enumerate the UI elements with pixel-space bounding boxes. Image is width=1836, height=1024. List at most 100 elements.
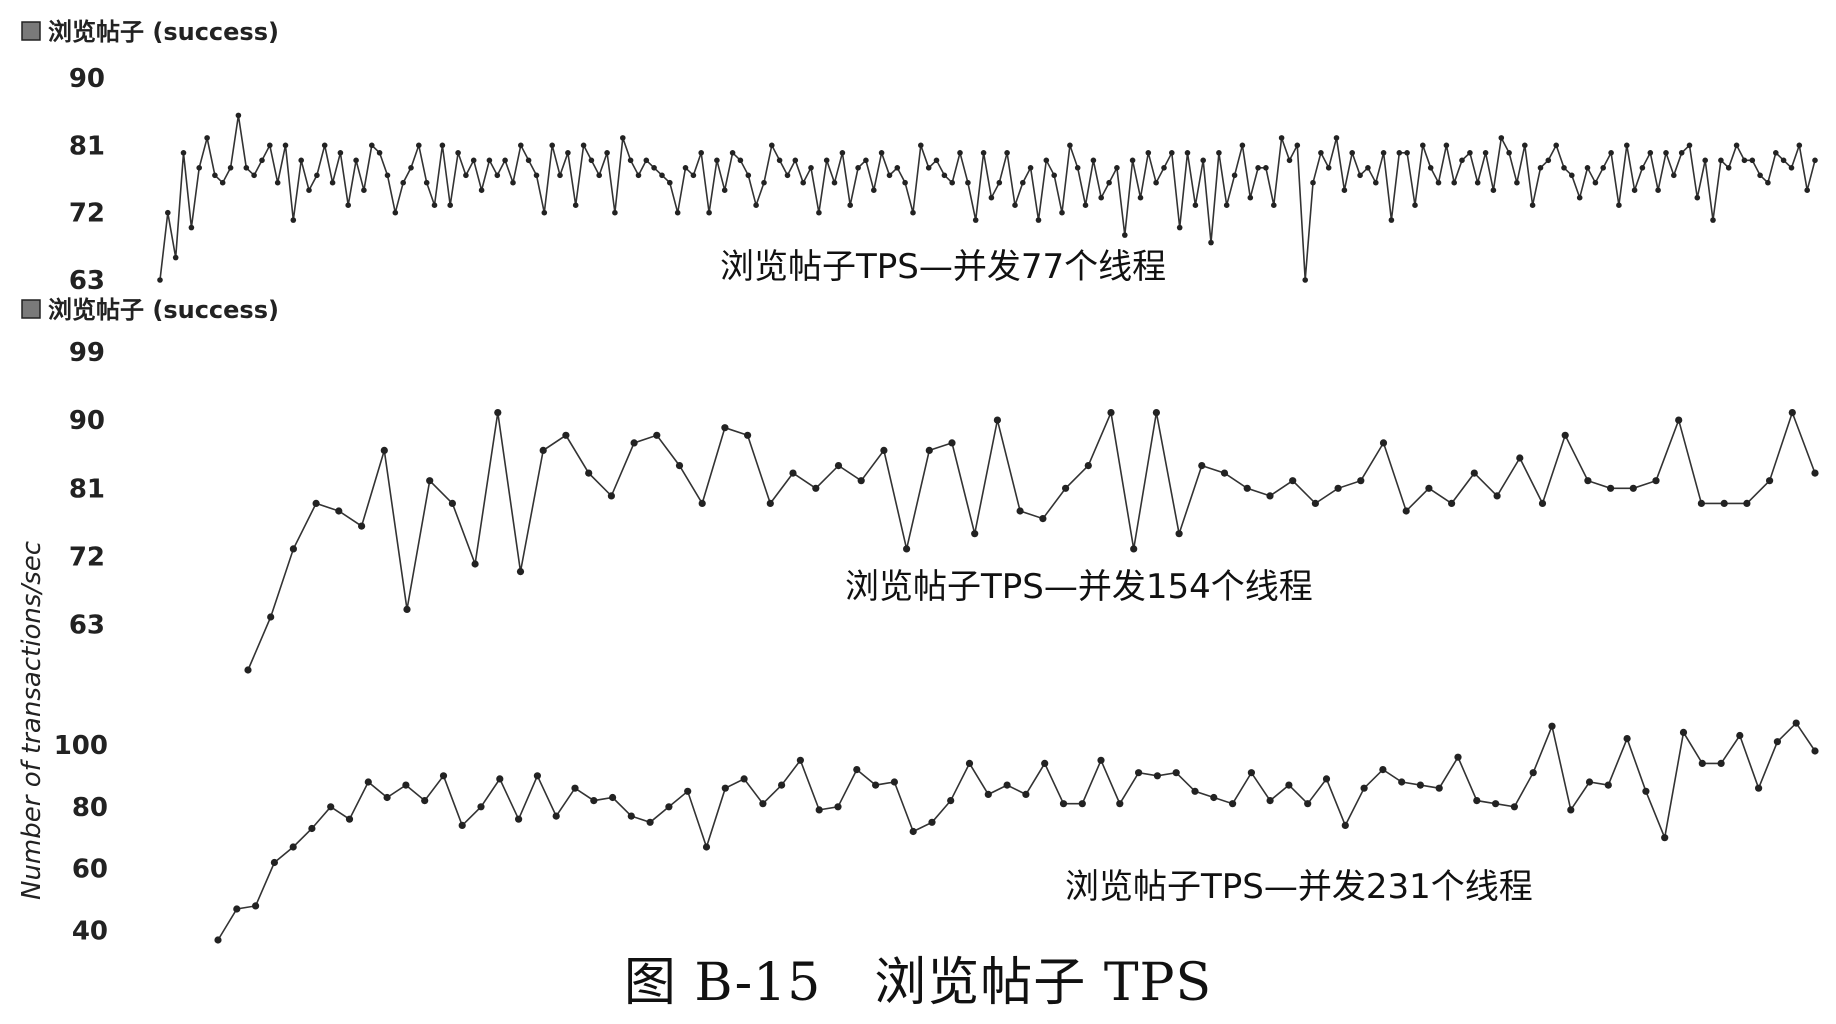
data-point (1231, 172, 1238, 179)
data-point (871, 187, 877, 193)
data-point (157, 277, 163, 283)
data-point (1169, 150, 1175, 156)
data-point (267, 613, 275, 621)
data-point (518, 142, 524, 149)
data-point (831, 179, 838, 186)
data-point (426, 477, 434, 485)
data-point (1294, 142, 1301, 149)
data-point (1286, 157, 1293, 164)
data-point (1059, 800, 1068, 808)
data-point (478, 187, 485, 193)
data-point (675, 462, 684, 470)
data-point (439, 142, 446, 149)
data-point (607, 492, 616, 500)
data-point (1451, 179, 1457, 186)
data-point (737, 157, 744, 164)
data-point (1097, 756, 1105, 764)
data-point (188, 224, 195, 231)
data-point (204, 135, 210, 141)
data-point (1454, 753, 1462, 761)
data-point (298, 157, 305, 164)
data-point (588, 157, 595, 164)
data-point (1639, 165, 1646, 171)
data-point (233, 905, 241, 913)
data-point (1661, 834, 1669, 842)
data-point (314, 172, 320, 179)
data-point (925, 165, 932, 171)
data-point (416, 142, 422, 149)
y-tick-label: 90 (69, 406, 105, 436)
y-tick-label: 81 (69, 131, 105, 161)
data-point (1153, 772, 1161, 780)
data-point (627, 812, 635, 820)
data-point (1322, 775, 1331, 783)
data-point (289, 843, 297, 851)
data-point (431, 202, 438, 208)
data-point (1435, 784, 1443, 792)
data-point (1122, 232, 1128, 238)
data-point (1310, 179, 1316, 186)
data-point (458, 821, 466, 830)
data-point (1402, 507, 1410, 515)
data-point (1548, 722, 1556, 730)
data-point (289, 545, 297, 553)
data-point (1360, 784, 1368, 792)
data-point (1278, 135, 1285, 141)
data-point (1223, 202, 1230, 208)
data-point (1561, 165, 1567, 171)
data-point (1084, 462, 1092, 470)
data-point (494, 172, 501, 179)
data-point (1200, 157, 1206, 164)
data-point (1172, 769, 1180, 777)
data-point (196, 165, 202, 171)
data-point (808, 165, 814, 171)
data-point (525, 157, 532, 164)
data-point (562, 431, 570, 439)
data-point (706, 209, 712, 216)
data-point (1482, 150, 1489, 156)
data-point (1545, 157, 1552, 164)
data-point (653, 431, 661, 439)
y-tick-label: 72 (69, 542, 105, 572)
data-point (1051, 172, 1057, 179)
data-point (1208, 239, 1214, 246)
data-point (1229, 800, 1237, 808)
data-point (274, 179, 281, 186)
data-point (646, 818, 654, 826)
data-point (421, 797, 429, 805)
data-point (925, 446, 933, 454)
data-point (1490, 187, 1497, 193)
data-point (1003, 781, 1011, 789)
y-tick-label: 60 (72, 855, 108, 885)
data-point (839, 150, 846, 156)
chart-annotation: 浏览帖子TPS—并发154个线程 (845, 567, 1313, 607)
data-point (259, 157, 265, 164)
data-point (408, 165, 414, 171)
data-point (698, 499, 706, 507)
data-point (1184, 150, 1191, 156)
data-point (1357, 477, 1365, 485)
data-point (1243, 484, 1251, 492)
data-point (1576, 194, 1583, 201)
data-point (1623, 735, 1631, 743)
data-point (1247, 769, 1255, 777)
data-point (1425, 484, 1433, 492)
data-point (1529, 769, 1537, 777)
data-point (1757, 172, 1763, 179)
data-point (949, 179, 955, 186)
data-point (585, 469, 593, 477)
data-point (447, 202, 454, 208)
data-point (1448, 499, 1456, 507)
data-point (327, 803, 335, 811)
data-point (643, 157, 650, 164)
data-point (1059, 209, 1065, 216)
data-point (1686, 142, 1693, 149)
data-point (1804, 187, 1810, 193)
data-point (903, 545, 911, 553)
data-point (933, 157, 940, 164)
data-point (1074, 165, 1081, 171)
data-point (1043, 157, 1050, 164)
data-point (1175, 530, 1183, 538)
data-point (1404, 150, 1410, 156)
data-point (674, 209, 681, 216)
